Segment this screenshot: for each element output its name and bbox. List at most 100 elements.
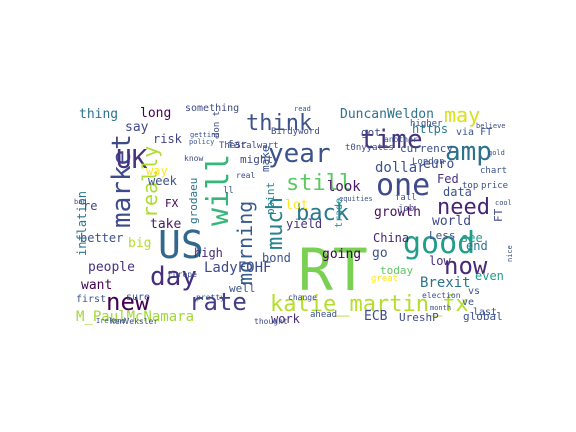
cloud-word-lot: lot (285, 198, 308, 213)
cloud-word-want: want (81, 278, 112, 293)
cloud-word-ft: FT (492, 208, 505, 222)
cloud-word-via-ft: via FT (456, 127, 492, 138)
cloud-word-thestalwart: TheStalwart (219, 141, 279, 151)
cloud-word-getting: getting (190, 131, 220, 139)
cloud-word-top: top (462, 181, 478, 191)
cloud-word-china: China (373, 231, 409, 245)
cloud-word-know: know (184, 154, 203, 163)
cloud-word-going: going (322, 247, 361, 262)
cloud-word-currency: currency (400, 142, 453, 155)
cloud-word-go: go (372, 246, 388, 261)
cloud-word-now: now (444, 252, 488, 280)
cloud-word-https: https (412, 122, 448, 136)
cloud-word-birdyword: Birdyword (271, 127, 320, 137)
cloud-word-risk: risk (153, 132, 183, 146)
cloud-word-see: see (461, 231, 483, 245)
cloud-word-real: real (236, 171, 255, 180)
cloud-word-thing: thing (79, 107, 118, 122)
cloud-background (72, 103, 518, 326)
cloud-word-global: global (463, 310, 503, 323)
cloud-word-still: still (286, 171, 352, 196)
cloud-word-fed: Fed (437, 172, 459, 186)
cloud-word-really: really (138, 146, 162, 218)
cloud-word-fall: fall (395, 193, 417, 203)
cloud-word-ladyfohf: LadyFOHF (204, 260, 271, 276)
cloud-word-ll: ll (223, 186, 234, 196)
cloud-word-far: far (227, 138, 247, 151)
cloud-word-year: year (268, 139, 331, 169)
cloud-word-day: day (150, 262, 197, 292)
cloud-word-europe: Europe (168, 270, 197, 279)
cloud-word-ve: ve (462, 297, 474, 308)
cloud-word-sure: sure (126, 292, 150, 303)
cloud-word-inflation: inflation (75, 191, 89, 256)
cloud-word-believe: believe (476, 122, 506, 130)
cloud-word-big: big (128, 236, 151, 251)
cloud-word-ahead: ahead (310, 310, 337, 320)
cloud-word-last: last (473, 307, 497, 318)
cloud-word-re: re (83, 199, 97, 213)
cloud-word-uk: UK (116, 145, 148, 175)
cloud-word-week: week (148, 174, 178, 188)
cloud-word-need: need (437, 195, 490, 220)
cloud-word-morning: morning (233, 201, 257, 285)
cloud-word-well: well (229, 282, 256, 295)
cloud-word-market: market (107, 134, 137, 228)
cloud-word-chart: chart (480, 166, 507, 176)
cloud-word-will: will (201, 154, 236, 226)
cloud-word-low: low (429, 254, 451, 268)
cloud-word-much: much (263, 197, 288, 250)
cloud-word-data: data (443, 185, 472, 199)
cloud-word-way: way (146, 164, 168, 178)
cloud-word-pretty: pretty (196, 293, 225, 302)
cloud-word-london: London (412, 157, 445, 167)
cloud-word-bond: bond (262, 251, 291, 265)
cloud-word-nice: nice (506, 245, 514, 262)
cloud-word-job: job (398, 204, 414, 214)
cloud-word-read: read (294, 105, 311, 113)
cloud-word-think: think (246, 111, 312, 136)
cloud-word-back: back (296, 201, 349, 226)
cloud-word-ecb: ECB (364, 309, 388, 324)
cloud-word-brexit: Brexit (420, 275, 471, 291)
cloud-word-bad: bad (74, 198, 87, 206)
cloud-word-fx: FX (165, 197, 179, 210)
cloud-word-rate: rate (189, 288, 247, 316)
cloud-word-long: long (140, 106, 171, 121)
cloud-word-price: price (481, 181, 508, 191)
cloud-word-great: great (371, 274, 398, 284)
cloud-word-people: people (88, 260, 135, 275)
cloud-word-better: better (80, 231, 123, 245)
cloud-word-trade: trade (334, 198, 345, 228)
cloud-word-us: US (158, 223, 204, 267)
cloud-word-growth: growth (374, 205, 421, 220)
cloud-word-high: high (194, 246, 223, 260)
cloud-word-t0nyyates: t0nyyates (345, 143, 394, 153)
cloud-word-gold: gold (488, 149, 505, 157)
cloud-word-today: today (380, 264, 413, 277)
cloud-word-m-paulmcnamara: M_PaulMcNamara (76, 309, 194, 325)
cloud-word-end: end (466, 239, 488, 253)
cloud-word-something: something (185, 103, 239, 114)
cloud-word-got: got (361, 126, 381, 139)
cloud-word-say: say (125, 120, 149, 135)
cloud-word-even: even (475, 269, 504, 283)
cloud-word-work: work (271, 312, 301, 326)
cloud-word-policy: policy (189, 138, 214, 146)
cloud-word-don-t: don t (212, 111, 222, 138)
cloud-word-month: month (430, 304, 451, 312)
cloud-word-time: time (360, 125, 423, 155)
cloud-word-election: election (422, 291, 461, 300)
cloud-word-world: world (432, 214, 471, 229)
cloud-word-make: make (259, 146, 272, 173)
cloud-word-point: point (264, 182, 277, 215)
cloud-word-euro: euro (423, 157, 454, 172)
cloud-word-cool: cool (495, 199, 512, 207)
cloud-word-look: look (327, 179, 361, 195)
cloud-word-good: good (403, 226, 475, 261)
cloud-word-change: change (288, 293, 317, 302)
cloud-word-take: take (150, 217, 181, 232)
cloud-word-may: may (444, 103, 480, 127)
